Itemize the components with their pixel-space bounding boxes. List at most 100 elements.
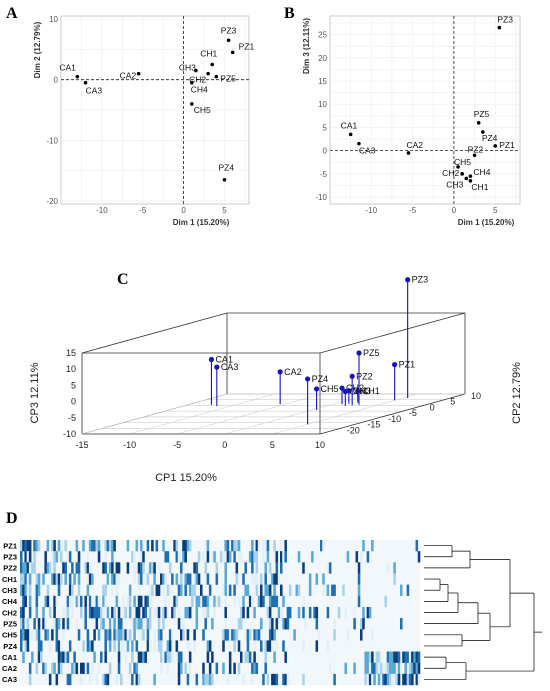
panel-b-y-tick-label: 5 (323, 123, 328, 132)
panel-d-heatmap-cell (386, 562, 390, 574)
panel-d-row-label: PZ5 (3, 619, 17, 628)
panel-d-heatmap-cell (206, 595, 210, 608)
panel-d-heatmap-cell (137, 584, 141, 596)
panel-d-heatmap-cell (73, 573, 76, 585)
panel-c-box-edge (319, 393, 466, 435)
panel-d-heatmap-cell (204, 673, 207, 686)
panel-d-heatmap-cell (28, 540, 32, 552)
panel-d-heatmap-cell (177, 673, 181, 686)
panel-d-heatmap-cell (55, 618, 59, 630)
panel-d-heatmap-cell (333, 584, 336, 596)
panel-d-heatmap-cell (266, 673, 270, 686)
panel-d-heatmap-cell (53, 618, 56, 630)
panel-d-letter: D (6, 510, 18, 527)
panel-d-heatmap-cell (55, 640, 59, 652)
panel-b-point (493, 144, 498, 148)
panel-d-heatmap-cell (104, 640, 107, 652)
panel-d-heatmap-cell (380, 662, 383, 675)
panel-d-heatmap-cell (117, 629, 121, 641)
panel-d-heatmap-cell (331, 584, 334, 596)
panel-d-heatmap-cell (168, 629, 172, 641)
panel-d-heatmap-cell (35, 629, 39, 641)
panel-d-heatmap-cell (140, 629, 143, 641)
panel-d-heatmap-cell (268, 618, 272, 630)
panel-d-heatmap-cell (195, 673, 199, 686)
panel-d-heatmap-cell (157, 584, 161, 596)
panel-d-heatmap-cell (37, 573, 41, 585)
panel-d-heatmap-cell (326, 562, 330, 574)
panel-d-heatmap-cell (222, 662, 225, 675)
panel-d-heatmap-cell (302, 595, 305, 608)
panel-d-heatmap-cell (275, 573, 279, 585)
panel-d-heatmap-cell (37, 584, 41, 596)
panel-d-heatmap-cell (404, 651, 407, 663)
panel-d-heatmap-cell (215, 562, 219, 574)
panel-d-heatmap-cell (391, 662, 394, 675)
panel-d-heatmap-cell (224, 595, 227, 608)
panel-d-heatmap-cell (417, 673, 421, 686)
panel-d-heatmap-cell (64, 651, 67, 663)
panel-b-point-label: CH5 (454, 157, 471, 167)
panel-d-heatmap-cell (386, 673, 390, 686)
panel-d-heatmap-cell (251, 673, 254, 686)
panel-d-heatmap-cell (164, 606, 167, 619)
panel-c-point (356, 350, 362, 356)
panel-d-heatmap-cell (264, 662, 267, 675)
panel-d-heatmap-cell (57, 540, 61, 552)
panel-d-heatmap-cell (264, 651, 267, 663)
panel-d-heatmap-cell (42, 573, 45, 585)
panel-d-heatmap-cell (268, 584, 272, 596)
panel-d-heatmap-cell (157, 562, 161, 574)
panel-d-heatmap-cell (257, 540, 261, 552)
panel-d-heatmap-cell (346, 551, 350, 563)
panel-a-x-tick-label: 0 (181, 206, 186, 215)
panel-d-heatmap-cell (237, 551, 241, 563)
panel-c-box-edge (81, 393, 228, 435)
panel-d-heatmap-cell (244, 651, 247, 663)
panel-d-heatmap-cell (66, 606, 70, 619)
panel-d-heatmap-cell (171, 651, 174, 663)
panel-a-point (214, 74, 219, 79)
panel-d-heatmap-cell (122, 606, 125, 619)
panel-b-point (497, 25, 502, 30)
panel-d-heatmap-cell (224, 606, 227, 619)
panel-d-heatmap-cell (148, 584, 152, 596)
panel-d-heatmap-cell (171, 629, 174, 641)
panel-d-heatmap-cell (168, 584, 172, 596)
panel-d-heatmap-cell (162, 540, 165, 552)
panel-d-heatmap-cell (308, 606, 312, 619)
panel-d-heatmap-cell (288, 584, 292, 596)
panel-d-heatmap-cell (357, 584, 361, 596)
panel-d-heatmap-cell (288, 606, 292, 619)
panel-d-heatmap-cell (133, 662, 136, 675)
panel-d-heatmap-cell (264, 573, 267, 585)
panel-d-heatmap-cell (182, 540, 185, 552)
panel-d-heatmap-cell (148, 562, 152, 574)
panel-b-point (460, 172, 464, 176)
panel-d-heatmap-cell (160, 651, 163, 663)
panel-d-heatmap-cell (128, 584, 132, 596)
panel-d-heatmap-cell (102, 606, 105, 619)
panel-d-heatmap-cell (371, 673, 374, 686)
panel-d-heatmap-cell (195, 618, 199, 630)
panel-d-heatmap-cell (144, 573, 147, 585)
panel-d-heatmap-cell (66, 551, 70, 563)
panel-d-heatmap-cell (35, 662, 39, 675)
panel-d-heatmap-cell (286, 673, 290, 686)
panel-d-heatmap-cell (171, 606, 174, 619)
panel-d-heatmap-cell (80, 606, 83, 619)
panel-b-x-tick-label: 0 (452, 206, 457, 215)
panel-d-heatmap-cell (308, 573, 312, 585)
panel-d-heatmap-cell (113, 640, 116, 652)
panel-b-point-label: PZ5 (474, 109, 490, 119)
panel-b-y-tick-label: 15 (318, 77, 327, 86)
panel-d-heatmap-cell (53, 606, 56, 619)
panel-d-heatmap-cell (395, 673, 399, 686)
panel-a-y-tick-label: 10 (49, 15, 58, 24)
panel-d-heatmap-cell (364, 662, 367, 675)
panel-d-heatmap-cell (353, 606, 356, 619)
panel-b-point-label: CA1 (341, 120, 358, 130)
panel-d-heatmap-cell (206, 606, 210, 619)
panel-d-row-label: CA2 (2, 664, 17, 673)
panel-d-heatmap-cell (93, 606, 96, 619)
